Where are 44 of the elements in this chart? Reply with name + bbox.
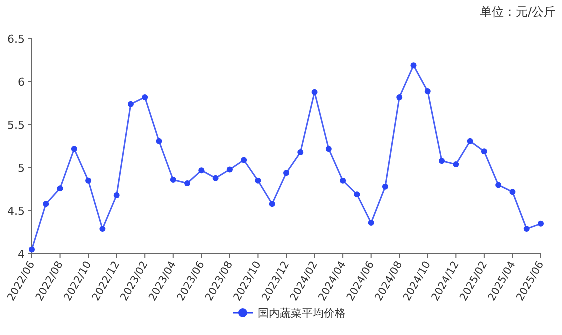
point <box>284 170 290 176</box>
point <box>86 178 92 184</box>
point <box>368 220 374 226</box>
point <box>57 186 64 192</box>
point <box>538 220 544 227</box>
point <box>142 94 148 100</box>
point <box>326 146 332 152</box>
point <box>481 148 488 155</box>
point <box>382 184 388 190</box>
y-tick-label: 6.5 <box>8 33 25 46</box>
point <box>340 178 346 184</box>
y-tick-label: 5 <box>18 162 25 175</box>
point <box>298 150 304 156</box>
point <box>396 94 403 100</box>
point <box>100 226 106 232</box>
point <box>170 177 176 184</box>
point <box>524 226 530 232</box>
point <box>496 182 502 188</box>
y-tick-label: 4 <box>18 248 25 261</box>
point <box>255 178 262 184</box>
point <box>128 101 134 108</box>
point <box>198 168 205 174</box>
point <box>312 89 318 96</box>
point <box>226 166 233 173</box>
point <box>114 192 120 199</box>
point <box>156 138 162 144</box>
point <box>269 201 276 208</box>
point <box>71 146 78 152</box>
point <box>439 158 446 164</box>
point <box>410 62 417 69</box>
point <box>241 157 248 164</box>
point <box>212 175 219 182</box>
point <box>424 88 431 94</box>
point <box>467 138 474 144</box>
text: 单位：元/公斤 <box>480 5 556 19</box>
y-tick-label: 4.5 <box>8 205 25 218</box>
y-tick-label: 5.5 <box>8 119 25 132</box>
point <box>354 192 360 198</box>
point <box>43 201 50 208</box>
y-tick-label: 6 <box>18 76 25 89</box>
point <box>510 189 516 196</box>
legend-label: 国内蔬菜平均价格 <box>258 307 346 320</box>
point <box>184 180 191 186</box>
point <box>453 162 460 168</box>
